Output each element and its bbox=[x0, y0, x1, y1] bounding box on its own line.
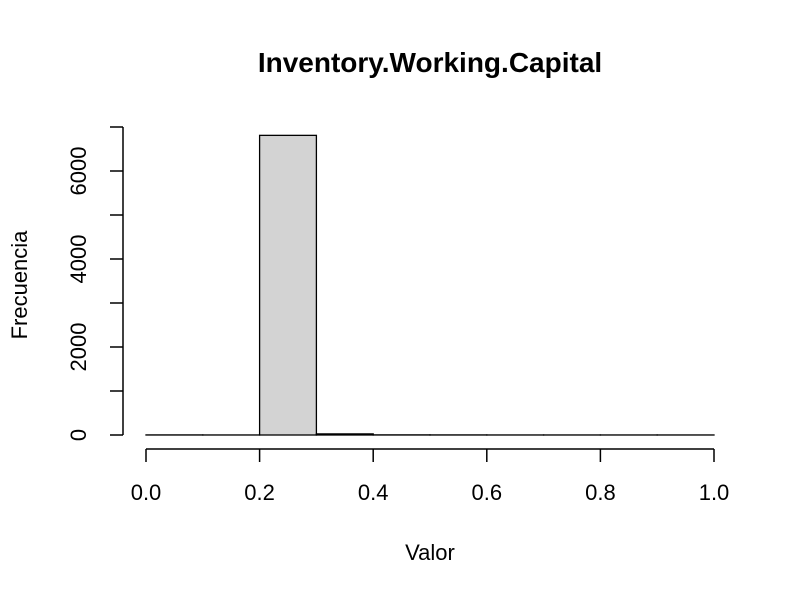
y-axis-label: Frecuencia bbox=[7, 230, 32, 340]
x-tick-label: 0.8 bbox=[585, 480, 616, 505]
x-axis-label: Valor bbox=[405, 540, 455, 565]
x-tick-label: 0.0 bbox=[131, 480, 162, 505]
bars-group bbox=[145, 134, 715, 436]
x-tick-label: 1.0 bbox=[699, 480, 730, 505]
y-axis: 0 2000 4000 6000 bbox=[66, 126, 124, 441]
y-tick-label: 6000 bbox=[66, 147, 91, 196]
chart-title: Inventory.Working.Capital bbox=[258, 47, 602, 78]
y-tick-label: 4000 bbox=[66, 235, 91, 284]
histogram-bar bbox=[258, 134, 318, 436]
histogram-bar bbox=[315, 433, 374, 436]
y-tick-label: 0 bbox=[66, 429, 91, 441]
x-tick-label: 0.6 bbox=[472, 480, 503, 505]
x-tick-label: 0.4 bbox=[358, 480, 389, 505]
x-axis: 0.0 0.2 0.4 0.6 0.8 1.0 bbox=[131, 448, 730, 505]
y-tick-label: 2000 bbox=[66, 323, 91, 372]
x-tick-label: 0.2 bbox=[244, 480, 275, 505]
